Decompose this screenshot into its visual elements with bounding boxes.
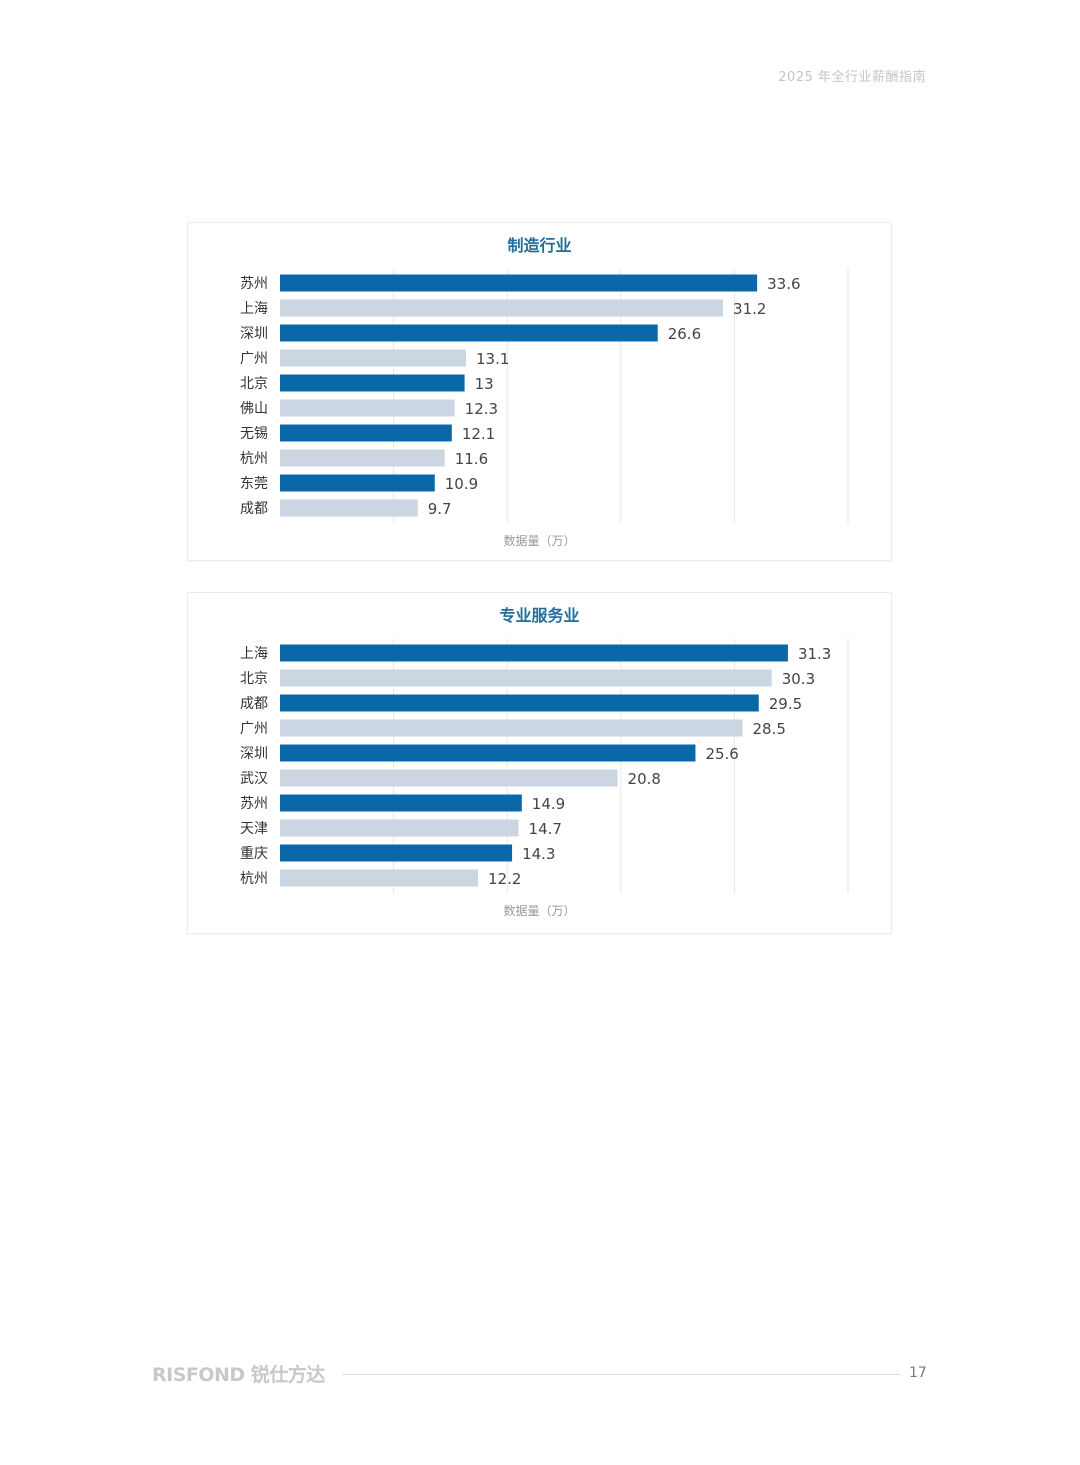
bar [280, 399, 455, 417]
category-label: 广州 [240, 351, 268, 367]
chart-title: 专业服务业 [499, 606, 579, 625]
bar [280, 499, 418, 517]
value-label: 28.5 [753, 720, 786, 738]
footer-divider [342, 1374, 900, 1375]
category-label: 重庆 [240, 846, 268, 862]
bar [280, 324, 658, 342]
chart-title: 制造行业 [507, 236, 571, 255]
page-number: 17 [909, 1365, 927, 1381]
value-label: 13.1 [476, 350, 509, 368]
bar [280, 349, 467, 367]
value-label: 20.8 [628, 770, 661, 788]
category-label: 苏州 [240, 276, 268, 292]
value-label: 12.2 [488, 870, 521, 888]
bar [280, 744, 696, 762]
company-logo: RISFOND 锐仕方达 [152, 1364, 325, 1386]
bar [280, 449, 445, 467]
value-label: 30.3 [782, 670, 815, 688]
category-label: 广州 [240, 721, 268, 737]
value-label: 31.2 [733, 300, 766, 318]
bar [280, 424, 452, 442]
category-label: 无锡 [240, 426, 268, 442]
category-label: 东莞 [240, 476, 268, 492]
value-label: 12.1 [462, 425, 495, 443]
category-label: 杭州 [240, 871, 268, 887]
bar [280, 819, 519, 837]
value-label: 33.6 [767, 275, 800, 293]
bar [280, 719, 743, 737]
value-label: 14.7 [529, 820, 562, 838]
category-label: 杭州 [240, 451, 268, 467]
manufacturing-chart-card: 制造行业苏州 33.6 上海 31.2 深圳 26.6 广州 13.1 北京 13 佛山 12.3 无锡… [187, 222, 892, 561]
value-label: 29.5 [769, 695, 802, 713]
bar [280, 374, 465, 392]
bar [280, 869, 478, 887]
bar [280, 844, 513, 862]
value-label: 31.3 [798, 645, 831, 663]
category-label: 北京 [240, 671, 268, 687]
value-label: 13 [475, 375, 494, 393]
page-header: 2025 年全行业薪酬指南 [778, 70, 926, 85]
category-label: 武汉 [240, 771, 268, 787]
category-label: 上海 [240, 646, 268, 662]
bar [280, 769, 618, 787]
category-label: 上海 [240, 301, 268, 317]
category-label: 成都 [240, 696, 268, 712]
value-label: 26.6 [668, 325, 701, 343]
value-label: 9.7 [428, 500, 452, 518]
value-label: 14.9 [532, 795, 565, 813]
category-label: 北京 [240, 376, 268, 392]
x-axis-label: 数据量（万） [503, 533, 575, 548]
category-label: 成都 [240, 501, 268, 517]
bar [280, 694, 759, 712]
value-label: 25.6 [705, 745, 738, 763]
value-label: 14.3 [522, 845, 555, 863]
value-label: 11.6 [455, 450, 488, 468]
category-label: 苏州 [240, 796, 268, 812]
bar [280, 669, 772, 687]
value-label: 12.3 [465, 400, 498, 418]
category-label: 天津 [240, 821, 268, 837]
bar [280, 644, 788, 662]
category-label: 佛山 [240, 401, 268, 417]
bar [280, 794, 522, 812]
professional-services-chart-card: 专业服务业上海 31.3 北京 30.3 成都 29.5 广州 28.5 深圳 25.6 武汉 20.… [187, 592, 892, 934]
category-label: 深圳 [240, 746, 268, 762]
x-axis-label: 数据量（万） [503, 903, 575, 918]
category-label: 深圳 [240, 326, 268, 342]
bar [280, 474, 435, 492]
bar [280, 274, 758, 292]
value-label: 10.9 [445, 475, 478, 493]
bar [280, 299, 724, 317]
